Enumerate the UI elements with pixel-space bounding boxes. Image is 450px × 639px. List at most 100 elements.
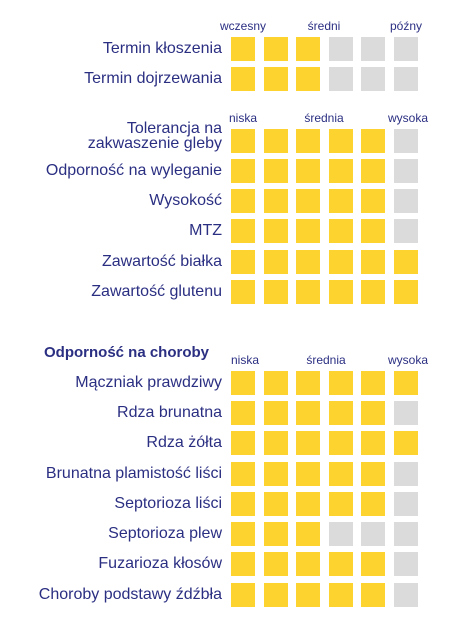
rating-cell-filled <box>264 250 288 274</box>
rating-cell-filled <box>296 522 320 546</box>
scale-label-mid: średni <box>307 19 341 33</box>
rating-cell-filled <box>361 219 385 243</box>
rating-cell-filled <box>264 37 288 61</box>
rating-row: Termin dojrzewania <box>0 67 450 91</box>
rating-cell-filled <box>231 492 255 516</box>
rating-cell-filled <box>329 371 353 395</box>
rating-cell-empty <box>394 401 418 425</box>
rating-cell-filled <box>361 492 385 516</box>
rating-cell-filled <box>361 583 385 607</box>
scale-header-disease: niska średnia wysoka <box>0 353 450 369</box>
rating-cell-filled <box>296 159 320 183</box>
rating-cell-filled <box>264 371 288 395</box>
rating-cell-empty <box>361 522 385 546</box>
rating-cell-filled <box>361 280 385 304</box>
rating-cell-filled <box>296 129 320 153</box>
rating-cell-empty <box>329 37 353 61</box>
rating-cell-filled <box>329 129 353 153</box>
rating-cell-filled <box>329 552 353 576</box>
rating-cell-filled <box>296 280 320 304</box>
rating-cell-filled <box>361 129 385 153</box>
rating-cell-filled <box>361 431 385 455</box>
rating-cell-empty <box>329 67 353 91</box>
rating-cell-filled <box>231 401 255 425</box>
rating-cell-filled <box>264 189 288 213</box>
rating-cell-filled <box>296 492 320 516</box>
rating-cell-filled <box>296 250 320 274</box>
rating-cell-filled <box>329 189 353 213</box>
rating-cell-filled <box>361 552 385 576</box>
scale-label-mid: średnia <box>304 111 344 125</box>
rating-cell-empty <box>361 37 385 61</box>
rating-row: Septorioza plew <box>0 522 450 546</box>
rating-cell-filled <box>231 159 255 183</box>
scale-label-high: wysoka <box>387 111 429 125</box>
rating-cell-filled <box>329 462 353 486</box>
rating-cell-filled <box>264 583 288 607</box>
rating-cell-filled <box>231 67 255 91</box>
rating-cell-empty <box>394 583 418 607</box>
rating-cell-filled <box>361 189 385 213</box>
rating-row: Fuzarioza kłosów <box>0 552 450 576</box>
rating-row: Choroby podstawy źdźbła <box>0 583 450 607</box>
rating-cell-filled <box>329 492 353 516</box>
scale-header-traits: niska średnia wysoka <box>0 111 450 127</box>
rating-cell-filled <box>329 280 353 304</box>
rating-cell-filled <box>329 250 353 274</box>
rating-row-label: Rdza żółta <box>146 434 222 451</box>
rating-row: Zawartość glutenu <box>0 280 450 304</box>
rating-cell-filled <box>394 250 418 274</box>
rating-cell-empty <box>394 219 418 243</box>
rating-cell-filled <box>329 219 353 243</box>
rating-cell-filled <box>264 431 288 455</box>
rating-cell-filled <box>264 462 288 486</box>
rating-row-label: Wysokość <box>149 192 222 209</box>
rating-cell-filled <box>231 219 255 243</box>
rating-row-label: Fuzarioza kłosów <box>98 555 222 572</box>
rating-cell-empty <box>394 462 418 486</box>
rating-cell-empty <box>361 67 385 91</box>
rating-cell-filled <box>231 189 255 213</box>
rating-cell-filled <box>231 37 255 61</box>
rating-cell-empty <box>394 492 418 516</box>
rating-cell-filled <box>296 583 320 607</box>
rating-cell-empty <box>394 159 418 183</box>
rating-cell-filled <box>361 250 385 274</box>
scale-label-high: późny <box>389 19 423 33</box>
rating-cell-empty <box>394 67 418 91</box>
rating-cell-filled <box>394 371 418 395</box>
section-heading-disease-resistance: Odporność na choroby <box>44 344 210 361</box>
scale-header-timing: wczesny średni późny <box>0 19 450 35</box>
rating-row-label: Tolerancja na zakwaszenie gleby <box>87 120 222 152</box>
scale-label-low: wczesny <box>219 19 267 33</box>
rating-cell-empty <box>394 37 418 61</box>
rating-cell-filled <box>296 37 320 61</box>
rating-cell-filled <box>329 159 353 183</box>
rating-row: Rdza brunatna <box>0 401 450 425</box>
rating-cell-filled <box>231 280 255 304</box>
rating-cell-filled <box>264 552 288 576</box>
rating-cell-filled <box>264 219 288 243</box>
rating-cell-filled <box>296 219 320 243</box>
rating-cell-filled <box>264 159 288 183</box>
rating-row: Tolerancja na zakwaszenie gleby <box>0 121 450 153</box>
rating-cell-filled <box>231 522 255 546</box>
rating-row: Odporność na wyleganie <box>0 159 450 183</box>
rating-cell-filled <box>231 431 255 455</box>
rating-row-label: Mączniak prawdziwy <box>75 374 222 391</box>
rating-row: Mączniak prawdziwy <box>0 371 450 395</box>
rating-cell-filled <box>231 583 255 607</box>
rating-cell-filled <box>231 250 255 274</box>
rating-cell-filled <box>296 431 320 455</box>
rating-cell-filled <box>394 431 418 455</box>
rating-row-label: Rdza brunatna <box>117 404 222 421</box>
rating-row-label: Termin kłoszenia <box>102 40 222 57</box>
scale-label-mid: średnia <box>306 353 346 367</box>
rating-cell-filled <box>361 462 385 486</box>
rating-row: Zawartość białka <box>0 250 450 274</box>
rating-row-label: Zawartość białka <box>101 253 222 270</box>
rating-cell-filled <box>296 462 320 486</box>
rating-cell-filled <box>296 401 320 425</box>
rating-row: MTZ <box>0 219 450 243</box>
rating-row: Wysokość <box>0 189 450 213</box>
